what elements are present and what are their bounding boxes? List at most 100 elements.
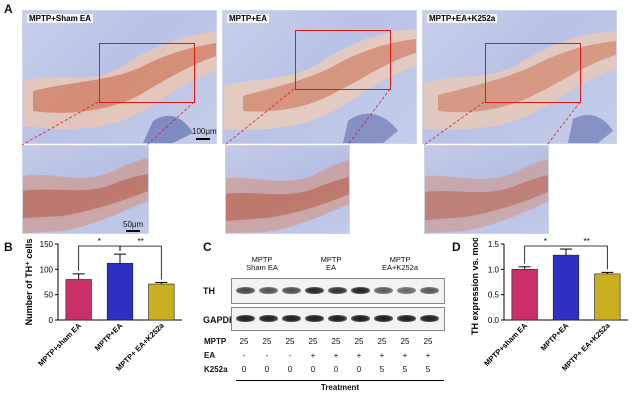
x-tick-label: MPTP+sham EA bbox=[36, 321, 83, 368]
tissue-stain bbox=[226, 160, 349, 233]
roi-box bbox=[295, 30, 391, 90]
group-label-line1: MPTP bbox=[251, 255, 273, 264]
group-label-line1: MPTP bbox=[320, 255, 342, 264]
blot-band bbox=[236, 287, 255, 294]
condition-cell: 0 bbox=[333, 365, 339, 374]
y-tick-label: 0.5 bbox=[488, 291, 500, 300]
group-label-line2: Sham EA bbox=[246, 263, 278, 272]
tissue-stain bbox=[23, 158, 148, 233]
scale-bar-label: 100μm bbox=[192, 127, 217, 136]
condition-row-label: MPTP bbox=[204, 337, 227, 346]
group-label-line2: EA bbox=[325, 263, 336, 272]
condition-cell: 25 bbox=[285, 337, 295, 346]
significance-bracket bbox=[565, 245, 608, 270]
y-axis-label: Number of TH⁺ cells bbox=[24, 239, 34, 326]
zoom-connector-lines bbox=[21, 88, 581, 146]
blot-band bbox=[351, 287, 370, 294]
band-label-gapdh: GAPDH bbox=[203, 315, 236, 325]
condition-row-label: EA bbox=[204, 351, 216, 360]
x-tick-label: MPTP+sham EA bbox=[482, 321, 529, 368]
significance-bracket bbox=[119, 245, 162, 280]
bar-chart-d: 0.00.51.01.5TH expression vs. modelMPTP+… bbox=[470, 238, 628, 373]
condition-cell: 0 bbox=[241, 365, 247, 374]
panel-letter-a: A bbox=[4, 2, 13, 16]
condition-cell: 25 bbox=[354, 337, 364, 346]
band-label-th: TH bbox=[203, 286, 215, 296]
group-label-line1: MPTP bbox=[389, 255, 411, 264]
y-tick-label: 100 bbox=[40, 265, 54, 274]
image-label: MPTP+EA+K252a bbox=[427, 14, 498, 23]
condition-cell: 5 bbox=[402, 365, 408, 374]
blot-band bbox=[397, 315, 416, 322]
significance-label: * bbox=[544, 238, 547, 246]
scale-bar-label: 50μm bbox=[123, 220, 144, 229]
x-tick-label: MPTP+EA bbox=[93, 321, 125, 353]
blot-band bbox=[305, 287, 324, 294]
treatment-label: Treatment bbox=[320, 383, 360, 392]
histology-image-ea: MPTP+EA bbox=[222, 10, 417, 144]
scale-bar bbox=[126, 230, 140, 232]
tissue-stain bbox=[423, 31, 616, 143]
blot-th bbox=[231, 278, 445, 304]
tissue-stain bbox=[425, 159, 548, 233]
tissue-stain bbox=[23, 31, 216, 143]
group-label: MPTP EA bbox=[301, 256, 361, 272]
group-label-line2: EA+K252a bbox=[381, 263, 419, 272]
treatment-rule bbox=[236, 380, 444, 381]
condition-cell: 25 bbox=[331, 337, 341, 346]
bar bbox=[511, 269, 538, 321]
y-tick-label: 1.0 bbox=[488, 265, 500, 274]
y-tick-label: 50 bbox=[44, 291, 53, 300]
blot-band bbox=[351, 315, 370, 322]
x-tick-label: MPTP+EA bbox=[539, 321, 571, 353]
condition-cell: 25 bbox=[400, 337, 410, 346]
condition-cell: 25 bbox=[423, 337, 433, 346]
condition-cell: + bbox=[402, 351, 408, 360]
blot-band bbox=[328, 287, 347, 294]
blot-band bbox=[420, 287, 439, 294]
histology-image-k252a: MPTP+EA+K252a bbox=[422, 10, 617, 144]
bar bbox=[552, 254, 580, 321]
zoom-image-ea bbox=[225, 145, 350, 234]
condition-cell: - bbox=[265, 351, 269, 360]
blot-band bbox=[282, 287, 301, 294]
blot-band bbox=[236, 315, 255, 322]
condition-cell: 0 bbox=[264, 365, 270, 374]
blot-band bbox=[420, 315, 439, 322]
panel-letter-c: C bbox=[203, 240, 212, 254]
zoom-image-sham: 50μm bbox=[22, 145, 149, 234]
blot-band bbox=[397, 287, 416, 294]
condition-cell: 25 bbox=[308, 337, 318, 346]
condition-cell: 25 bbox=[377, 337, 387, 346]
condition-cell: + bbox=[425, 351, 431, 360]
y-tick-label: 0.0 bbox=[488, 316, 500, 325]
condition-cell: + bbox=[379, 351, 385, 360]
blot-band bbox=[282, 315, 301, 322]
blot-band bbox=[259, 315, 278, 322]
condition-cell: + bbox=[356, 351, 362, 360]
blot-band bbox=[374, 315, 393, 322]
bar bbox=[594, 273, 621, 321]
blot-band bbox=[374, 287, 393, 294]
condition-cell: + bbox=[310, 351, 316, 360]
y-tick-label: 0 bbox=[49, 316, 54, 325]
roi-box bbox=[99, 43, 195, 103]
blot-gapdh bbox=[231, 307, 445, 331]
tissue-stain bbox=[223, 29, 416, 143]
condition-cell: + bbox=[333, 351, 339, 360]
significance-label: ** bbox=[584, 238, 590, 246]
histology-image-sham: MPTP+Sham EA bbox=[22, 10, 217, 144]
blot-band bbox=[305, 315, 324, 322]
scale-bar bbox=[196, 138, 210, 140]
y-tick-label: 1.5 bbox=[488, 240, 500, 249]
condition-cell: - bbox=[288, 351, 292, 360]
condition-cell: 25 bbox=[262, 337, 272, 346]
y-axis-label: TH expression vs. model bbox=[470, 238, 480, 335]
significance-label: ** bbox=[138, 238, 144, 246]
panel-letter-b: B bbox=[4, 240, 13, 254]
condition-row-label: K252a bbox=[204, 365, 228, 374]
group-label: MPTP Sham EA bbox=[232, 256, 292, 272]
condition-cell: 5 bbox=[379, 365, 385, 374]
y-tick-label: 150 bbox=[40, 240, 54, 249]
